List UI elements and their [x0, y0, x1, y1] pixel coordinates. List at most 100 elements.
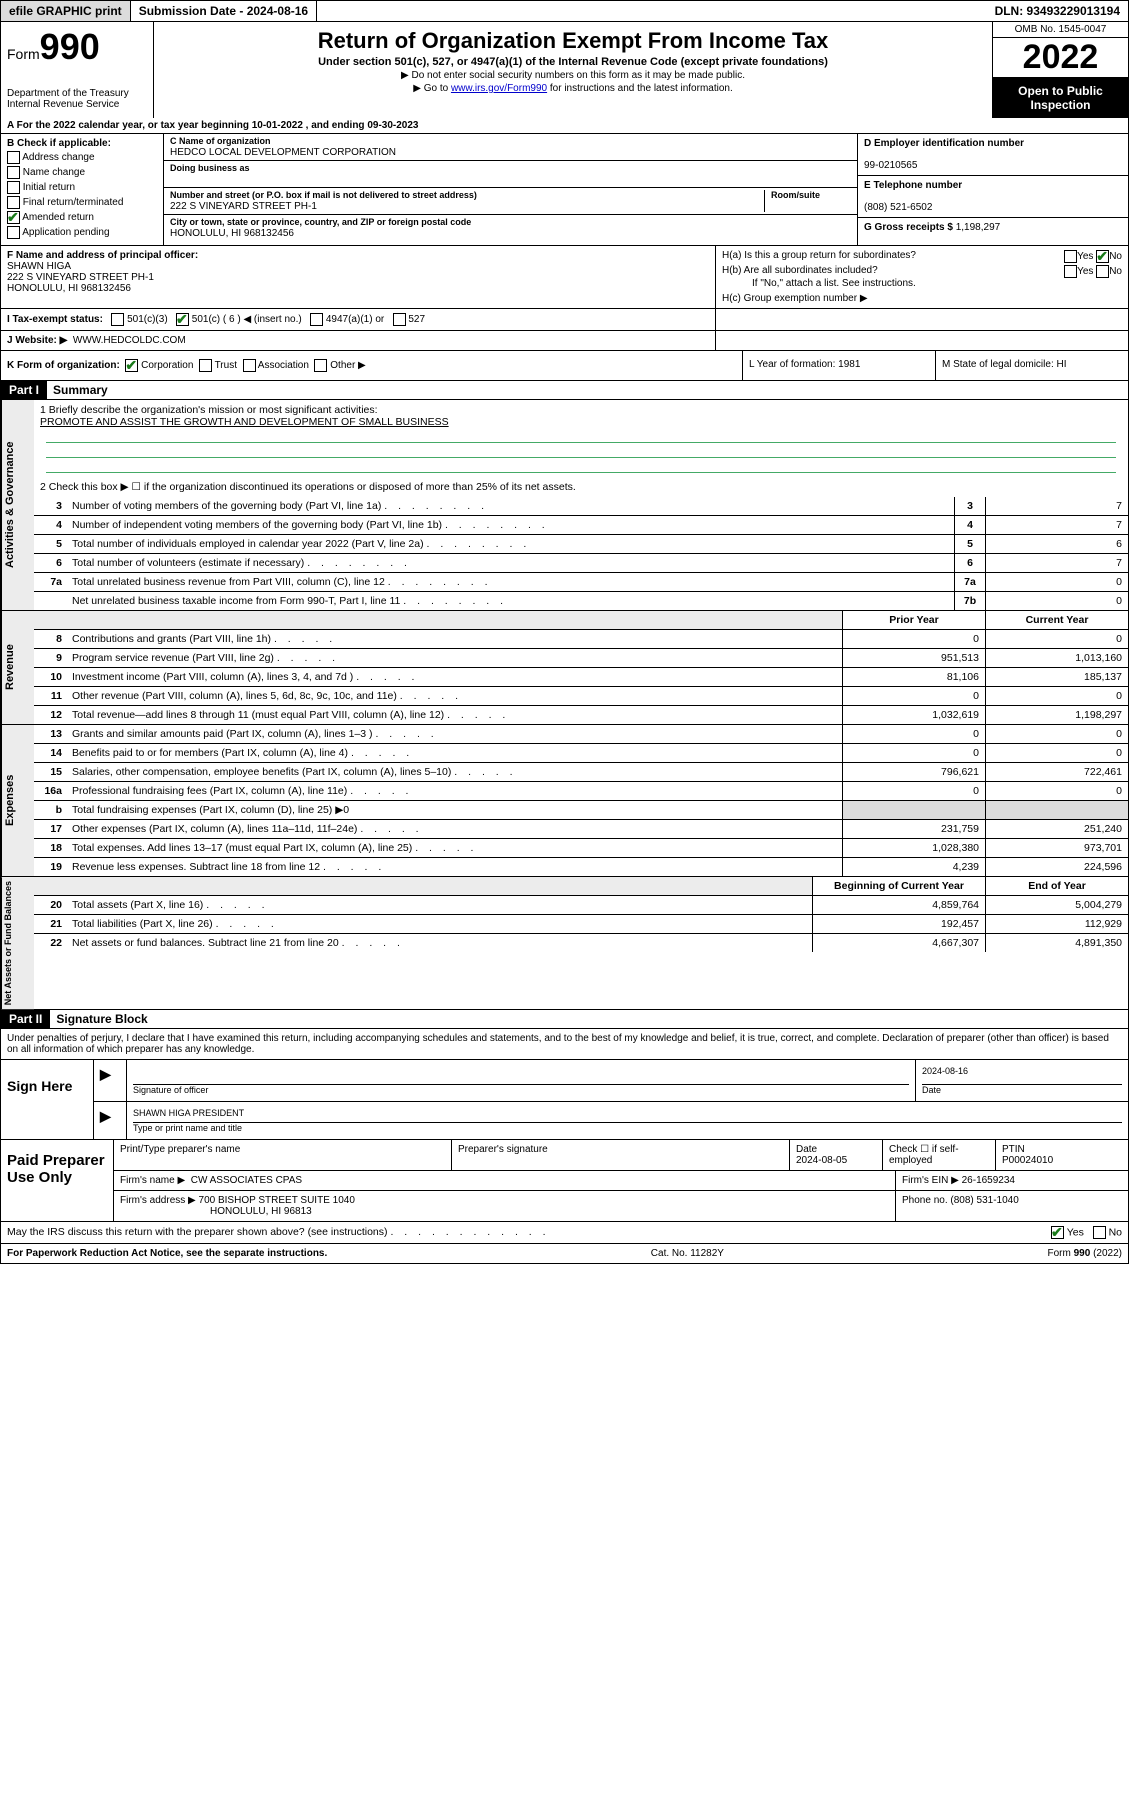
open-to-public: Open to Public Inspection	[993, 78, 1128, 118]
ein: 99-0210565	[864, 160, 917, 171]
paperwork-notice: For Paperwork Reduction Act Notice, see …	[7, 1248, 327, 1259]
tax-year: 2022	[993, 38, 1128, 78]
discuss-no[interactable]	[1093, 1226, 1106, 1239]
form-number: Form990	[7, 26, 147, 68]
k-corporation[interactable]	[125, 359, 138, 372]
summary-line: 16aProfessional fundraising fees (Part I…	[34, 782, 1128, 801]
chk-address-change[interactable]: Address change	[7, 151, 157, 164]
section-b-checkboxes: B Check if applicable: Address change Na…	[1, 134, 164, 245]
form-of-org-row: K Form of organization: Corporation Trus…	[0, 351, 1129, 381]
identity-block: B Check if applicable: Address change Na…	[0, 134, 1129, 246]
page-footer: For Paperwork Reduction Act Notice, see …	[0, 1244, 1129, 1264]
i-501c[interactable]	[176, 313, 189, 326]
vtab-revenue: Revenue	[1, 611, 34, 724]
officer-typed-name: SHAWN HIGA PRESIDENT	[133, 1108, 1122, 1123]
summary-line: 3Number of voting members of the governi…	[34, 497, 1128, 516]
signature-section: Under penalties of perjury, I declare th…	[0, 1029, 1129, 1244]
summary-line: 21Total liabilities (Part X, line 26) . …	[34, 915, 1128, 934]
hb-no[interactable]	[1096, 265, 1109, 278]
omb-number: OMB No. 1545-0047	[993, 22, 1128, 38]
summary-line: 18Total expenses. Add lines 13–17 (must …	[34, 839, 1128, 858]
part1-header: Part I Summary	[0, 381, 1129, 400]
ptin: P00024010	[1002, 1155, 1053, 1166]
summary-line: 4Number of independent voting members of…	[34, 516, 1128, 535]
year-of-formation: L Year of formation: 1981	[743, 351, 936, 380]
hb-yes[interactable]	[1064, 265, 1077, 278]
officer-name: SHAWN HIGA	[7, 261, 709, 272]
summary-line: 6Total number of volunteers (estimate if…	[34, 554, 1128, 573]
summary-line: 5Total number of individuals employed in…	[34, 535, 1128, 554]
summary-line: 15Salaries, other compensation, employee…	[34, 763, 1128, 782]
firm-name: CW ASSOCIATES CPAS	[191, 1175, 302, 1186]
mission-text: PROMOTE AND ASSIST THE GROWTH AND DEVELO…	[40, 416, 1122, 428]
form-version: Form 990 (2022)	[1048, 1248, 1122, 1259]
preparer-date: 2024-08-05	[796, 1155, 847, 1166]
vtab-expenses: Expenses	[1, 725, 34, 876]
officer-addr1: 222 S VINEYARD STREET PH-1	[7, 272, 709, 283]
website: WWW.HEDCOLDC.COM	[73, 335, 186, 346]
netassets-header-row: Beginning of Current Year End of Year	[34, 877, 1128, 896]
part2-header: Part II Signature Block	[0, 1010, 1129, 1029]
form-title: Return of Organization Exempt From Incom…	[160, 28, 986, 54]
efile-print[interactable]: efile GRAPHIC print	[1, 1, 131, 21]
summary-expenses: Expenses 13Grants and similar amounts pa…	[0, 725, 1129, 877]
tax-exempt-status-row: I Tax-exempt status: 501(c)(3) 501(c) ( …	[0, 309, 1129, 331]
line-2-discontinue: 2 Check this box ▶ ☐ if the organization…	[34, 477, 1128, 497]
paid-preparer-label: Paid Preparer Use Only	[1, 1140, 114, 1221]
summary-line: 22Net assets or fund balances. Subtract …	[34, 934, 1128, 952]
dln: DLN: 93493229013194	[987, 1, 1128, 21]
state-of-domicile: M State of legal domicile: HI	[936, 351, 1128, 380]
chk-name-change[interactable]: Name change	[7, 166, 157, 179]
discuss-yes[interactable]	[1051, 1226, 1064, 1239]
section-c-name-address: C Name of organization HEDCO LOCAL DEVEL…	[164, 134, 857, 245]
irs-label: Internal Revenue Service	[7, 99, 147, 110]
k-other[interactable]	[314, 359, 327, 372]
cat-number: Cat. No. 11282Y	[651, 1248, 724, 1259]
officer-group-block: F Name and address of principal officer:…	[0, 246, 1129, 309]
summary-line: 13Grants and similar amounts paid (Part …	[34, 725, 1128, 744]
summary-line: 14Benefits paid to or for members (Part …	[34, 744, 1128, 763]
summary-line: bTotal fundraising expenses (Part IX, co…	[34, 801, 1128, 820]
i-4947[interactable]	[310, 313, 323, 326]
summary-netassets: Net Assets or Fund Balances Beginning of…	[0, 877, 1129, 1010]
i-501c3[interactable]	[111, 313, 124, 326]
subtitle-2: ▶ Do not enter social security numbers o…	[160, 70, 986, 81]
summary-line: 11Other revenue (Part VIII, column (A), …	[34, 687, 1128, 706]
i-527[interactable]	[393, 313, 406, 326]
revenue-header-row: Prior Year Current Year	[34, 611, 1128, 630]
org-name: HEDCO LOCAL DEVELOPMENT CORPORATION	[170, 147, 396, 158]
perjury-declaration: Under penalties of perjury, I declare th…	[1, 1029, 1128, 1059]
form-header: Form990 Department of the Treasury Inter…	[0, 22, 1129, 118]
ha-no[interactable]	[1096, 250, 1109, 263]
ha-yes[interactable]	[1064, 250, 1077, 263]
city-state-zip: HONOLULU, HI 968132456	[170, 228, 294, 239]
submission-date: Submission Date - 2024-08-16	[131, 1, 317, 21]
summary-line: 20Total assets (Part X, line 16) . . . .…	[34, 896, 1128, 915]
subtitle-1: Under section 501(c), 527, or 4947(a)(1)…	[160, 56, 986, 68]
irs-link[interactable]: www.irs.gov/Form990	[451, 83, 547, 94]
top-bar: efile GRAPHIC print Submission Date - 20…	[0, 0, 1129, 22]
summary-line: 12Total revenue—add lines 8 through 11 (…	[34, 706, 1128, 724]
vtab-netassets: Net Assets or Fund Balances	[1, 877, 34, 1009]
summary-line: 9Program service revenue (Part VIII, lin…	[34, 649, 1128, 668]
chk-initial-return[interactable]: Initial return	[7, 181, 157, 194]
chk-application-pending[interactable]: Application pending	[7, 226, 157, 239]
website-row: J Website: ▶ WWW.HEDCOLDC.COM	[0, 331, 1129, 351]
summary-revenue: Revenue Prior Year Current Year 8Contrib…	[0, 611, 1129, 725]
chk-amended-return[interactable]: Amended return	[7, 211, 157, 224]
firm-phone: (808) 531-1040	[950, 1195, 1018, 1206]
subtitle-3: ▶ Go to www.irs.gov/Form990 for instruct…	[160, 83, 986, 94]
firm-address-2: HONOLULU, HI 96813	[210, 1206, 312, 1217]
k-association[interactable]	[243, 359, 256, 372]
firm-address-1: 700 BISHOP STREET SUITE 1040	[199, 1195, 355, 1206]
summary-line: 19Revenue less expenses. Subtract line 1…	[34, 858, 1128, 876]
officer-addr2: HONOLULU, HI 968132456	[7, 283, 709, 294]
k-trust[interactable]	[199, 359, 212, 372]
section-deg: D Employer identification number 99-0210…	[857, 134, 1128, 245]
discuss-question: May the IRS discuss this return with the…	[7, 1226, 1051, 1239]
vtab-governance: Activities & Governance	[1, 400, 34, 610]
telephone: (808) 521-6502	[864, 202, 932, 213]
chk-final-return[interactable]: Final return/terminated	[7, 196, 157, 209]
dept-treasury: Department of the Treasury	[7, 88, 147, 99]
summary-line: 8Contributions and grants (Part VIII, li…	[34, 630, 1128, 649]
